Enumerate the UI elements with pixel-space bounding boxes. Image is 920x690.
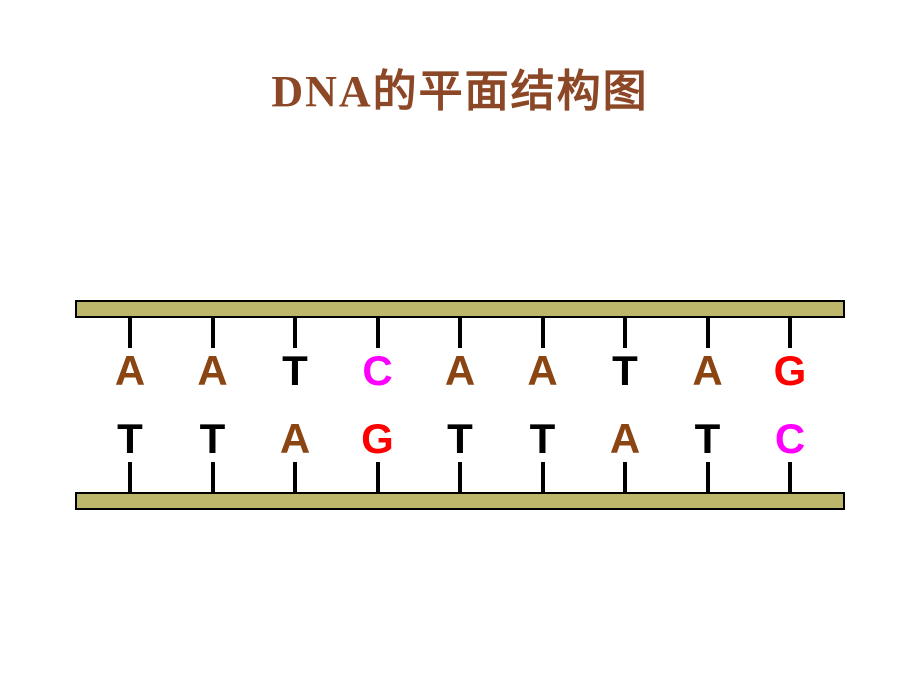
base-letter: G bbox=[774, 348, 807, 394]
base-letter: T bbox=[695, 416, 721, 462]
strand-gap bbox=[75, 394, 845, 416]
diagram-title: DNA的平面结构图 bbox=[0, 55, 920, 119]
bottom-nucleotide-4: T bbox=[435, 416, 485, 492]
top-nucleotide-5: A bbox=[518, 318, 568, 394]
bottom-backbone bbox=[75, 492, 845, 510]
top-nucleotide-2: T bbox=[270, 318, 320, 394]
bottom-nucleotide-6: A bbox=[600, 416, 650, 492]
tick-icon bbox=[128, 318, 132, 348]
tick-icon bbox=[788, 318, 792, 348]
bottom-nucleotide-7: T bbox=[683, 416, 733, 492]
base-letter: G bbox=[361, 416, 394, 462]
tick-icon bbox=[293, 318, 297, 348]
tick-icon bbox=[211, 462, 215, 492]
tick-icon bbox=[706, 462, 710, 492]
base-letter: C bbox=[775, 416, 805, 462]
base-letter: T bbox=[282, 348, 308, 394]
tick-icon bbox=[458, 462, 462, 492]
base-letter: T bbox=[447, 416, 473, 462]
tick-icon bbox=[293, 462, 297, 492]
tick-icon bbox=[541, 462, 545, 492]
top-nucleotide-8: G bbox=[765, 318, 815, 394]
base-letter: T bbox=[612, 348, 638, 394]
tick-icon bbox=[541, 318, 545, 348]
base-letter: T bbox=[200, 416, 226, 462]
top-nucleotide-1: A bbox=[188, 318, 238, 394]
top-nucleotide-6: T bbox=[600, 318, 650, 394]
base-letter: T bbox=[530, 416, 556, 462]
top-strand: AATCAATAG bbox=[75, 318, 845, 394]
base-letter: A bbox=[115, 348, 145, 394]
bottom-nucleotide-3: G bbox=[353, 416, 403, 492]
bottom-nucleotide-0: T bbox=[105, 416, 155, 492]
tick-icon bbox=[623, 462, 627, 492]
tick-icon bbox=[788, 462, 792, 492]
tick-icon bbox=[211, 318, 215, 348]
tick-icon bbox=[128, 462, 132, 492]
base-letter: T bbox=[117, 416, 143, 462]
bottom-strand: TTAGTTATC bbox=[75, 416, 845, 492]
base-letter: A bbox=[197, 348, 227, 394]
base-letter: A bbox=[445, 348, 475, 394]
top-nucleotide-4: A bbox=[435, 318, 485, 394]
dna-diagram: AATCAATAG TTAGTTATC bbox=[75, 300, 845, 510]
base-letter: A bbox=[280, 416, 310, 462]
top-nucleotide-3: C bbox=[353, 318, 403, 394]
tick-icon bbox=[458, 318, 462, 348]
top-backbone bbox=[75, 300, 845, 318]
top-nucleotide-0: A bbox=[105, 318, 155, 394]
base-letter: A bbox=[692, 348, 722, 394]
base-letter: A bbox=[610, 416, 640, 462]
bottom-nucleotide-1: T bbox=[188, 416, 238, 492]
bottom-nucleotide-8: C bbox=[765, 416, 815, 492]
bottom-nucleotide-2: A bbox=[270, 416, 320, 492]
tick-icon bbox=[376, 462, 380, 492]
top-nucleotide-7: A bbox=[683, 318, 733, 394]
base-letter: A bbox=[527, 348, 557, 394]
tick-icon bbox=[623, 318, 627, 348]
tick-icon bbox=[706, 318, 710, 348]
tick-icon bbox=[376, 318, 380, 348]
bottom-nucleotide-5: T bbox=[518, 416, 568, 492]
base-letter: C bbox=[362, 348, 392, 394]
